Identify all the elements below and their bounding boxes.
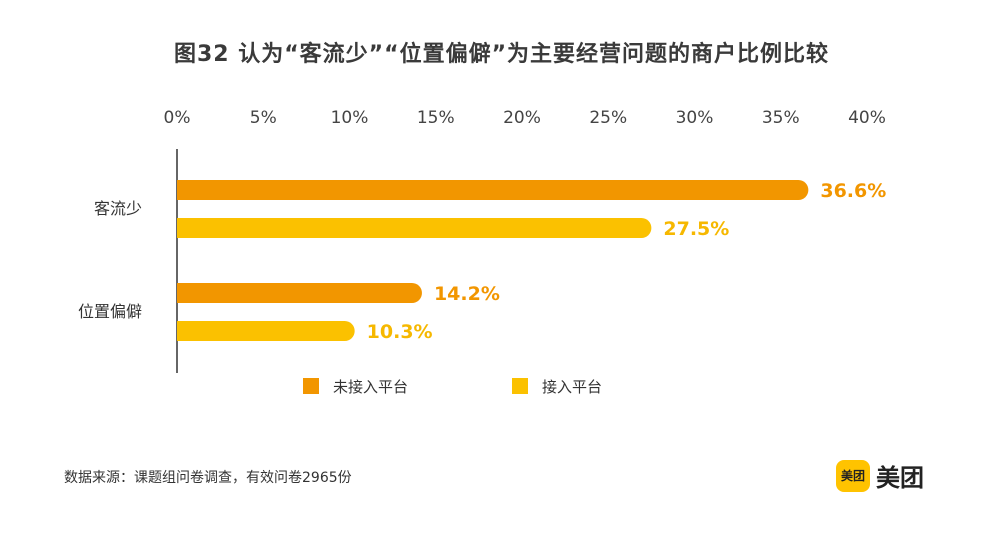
bar [177, 180, 809, 200]
bar-value-label: 10.3% [367, 321, 433, 343]
bar-left-cap [177, 321, 197, 341]
bar-left-cap [177, 180, 197, 200]
legend-swatch [303, 378, 319, 394]
chart-title: 图32 认为“客流少”“位置偏僻”为主要经营问题的商户比例比较 [173, 42, 830, 67]
x-tick-label: 30% [676, 108, 714, 128]
x-axis-ticks: 0% 5% 10% 15% 20% 25% 30% 35% 40% [164, 108, 886, 128]
bar-value-label: 27.5% [663, 218, 729, 240]
logo-badge: 美团 [836, 459, 870, 492]
bars: 36.6% 27.5% 14.2%10.3% [177, 180, 886, 343]
x-tick-label: 20% [503, 108, 541, 128]
bar [177, 321, 355, 341]
legend-label: 接入平台 [542, 378, 602, 396]
x-tick-label: 25% [589, 108, 627, 128]
legend-label: 未接入平台 [333, 378, 408, 396]
x-tick-label: 35% [762, 108, 800, 128]
bar-left-cap [177, 218, 197, 238]
bar-value-label: 36.6% [820, 180, 886, 202]
bar [177, 218, 652, 238]
x-tick-label: 10% [331, 108, 369, 128]
meituan-logo: 美团 美团 [836, 458, 924, 493]
bar-value-label: 14.2% [434, 283, 500, 305]
data-source-note: 数据来源：课题组问卷调查，有效问卷2965份 [64, 470, 352, 486]
x-tick-label: 40% [848, 108, 886, 128]
legend-swatch [512, 378, 528, 394]
bar-left-cap [177, 283, 197, 303]
category-label: 位置偏僻 [78, 302, 142, 321]
logo-text: 美团 [876, 464, 924, 492]
bar [177, 283, 422, 303]
x-tick-label: 5% [250, 108, 277, 128]
x-tick-label: 15% [417, 108, 455, 128]
legend: 未接入平台 接入平台 [303, 378, 602, 396]
x-tick-label: 0% [164, 108, 191, 128]
category-label: 客流少 [94, 199, 142, 218]
